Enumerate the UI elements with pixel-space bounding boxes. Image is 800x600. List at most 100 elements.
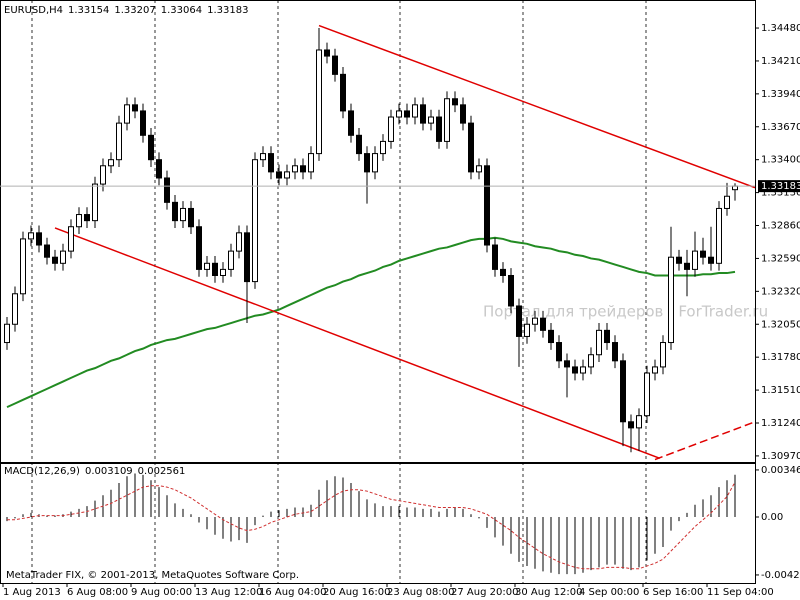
watermark: Портал для трейдеров - ForTrader.ru: [483, 303, 768, 321]
candle-body: [268, 153, 274, 173]
candle-body: [620, 360, 626, 423]
candle-body: [532, 317, 538, 325]
candle-body: [508, 274, 514, 307]
candle-body: [452, 98, 458, 106]
macd-pane: [6, 473, 736, 575]
y-tick-label: 1.32320: [761, 286, 800, 297]
x-tick-label: 1 Aug 2013: [3, 587, 61, 598]
candle-body: [220, 268, 226, 276]
x-tick-label: 4 Sep 00:00: [579, 587, 639, 598]
candle-body: [564, 360, 570, 368]
candle-body: [604, 329, 610, 344]
candle-body: [468, 122, 474, 173]
candle-body: [36, 232, 42, 246]
candle-body: [76, 214, 82, 228]
x-tick-label: 13 Aug 12:00: [195, 587, 262, 598]
y-tick-label: 1.33670: [761, 122, 800, 133]
candle-body: [580, 366, 586, 374]
candle-body: [44, 244, 50, 258]
candle-body: [316, 49, 322, 155]
candle-body: [188, 207, 194, 228]
candle-body: [196, 226, 202, 270]
macd-value: 0.003109: [85, 466, 133, 477]
candle-body: [444, 98, 450, 142]
candle-body: [116, 122, 122, 161]
candle-body: [684, 262, 690, 270]
trendline: [654, 421, 755, 461]
candle-body: [700, 250, 706, 258]
candle-body: [588, 354, 594, 368]
x-tick-label: 9 Aug 00:00: [131, 587, 192, 598]
candle-body: [300, 165, 306, 173]
y-tick-label: 0.00: [761, 512, 783, 523]
candle-body: [660, 342, 666, 368]
candle-body: [492, 244, 498, 270]
x-tick-label: 30 Aug 12:00: [515, 587, 582, 598]
macd-name: MACD(12,26,9): [4, 466, 80, 477]
y-tick-label: 1.31780: [761, 352, 800, 363]
candle-body: [628, 421, 634, 429]
candle-body: [420, 104, 426, 124]
candle-body: [460, 104, 466, 124]
header-low: 1.33064: [161, 5, 202, 16]
candle-body: [364, 153, 370, 173]
candle-body: [732, 185, 738, 191]
macd-frame: [0, 463, 756, 584]
candle-body: [28, 232, 34, 240]
candle-body: [308, 153, 314, 173]
candle-body: [20, 238, 26, 295]
chart-header: EURUSD,H4 1.33154 1.33207 1.33064 1.33183: [4, 5, 248, 16]
candle-body: [500, 268, 506, 276]
candle-body: [356, 134, 362, 155]
candle-body: [524, 323, 530, 337]
candle-body: [284, 171, 290, 179]
candle-body: [404, 110, 410, 118]
candle-body: [60, 250, 66, 264]
y-tick-label: -0.004258: [761, 570, 800, 581]
candle-body: [652, 366, 658, 374]
current-price-label: 1.33183: [761, 181, 800, 192]
candle-body: [236, 232, 242, 252]
y-tick-label: 1.34480: [761, 23, 800, 34]
candle-body: [516, 305, 522, 337]
y-tick-label: 1.31240: [761, 418, 800, 429]
candle-body: [372, 153, 378, 173]
x-tick-label: 20 Aug 16:00: [323, 587, 390, 598]
candle-body: [172, 201, 178, 222]
trendline: [54, 227, 661, 460]
candle-body: [132, 104, 138, 112]
candle-body: [340, 73, 346, 112]
y-tick-label: 1.33130: [761, 188, 800, 199]
candle-body: [244, 232, 250, 283]
candle-body: [484, 165, 490, 246]
macd-signal-value: 0.002561: [138, 466, 186, 477]
candle-body: [396, 110, 402, 118]
current-price-box: [758, 180, 800, 193]
candle-body: [52, 256, 58, 264]
candle-body: [204, 262, 210, 270]
x-tick-label: 16 Aug 04:00: [259, 587, 326, 598]
main-frame: [0, 0, 756, 463]
y-tick-label: 1.32050: [761, 319, 800, 330]
x-tick-label: 27 Aug 20:00: [451, 587, 518, 598]
x-tick-label: 11 Sep 04:00: [707, 587, 774, 598]
candle-body: [108, 159, 114, 167]
candle-body: [380, 140, 386, 155]
candle-body: [676, 256, 682, 264]
candle-body: [276, 171, 282, 179]
candle-body: [124, 104, 130, 124]
candle-body: [148, 134, 154, 161]
candle-body: [140, 110, 146, 136]
header-close: 1.33183: [207, 5, 248, 16]
candle-body: [708, 256, 714, 264]
y-tick-label: 1.33940: [761, 89, 800, 100]
week-separators: [31, 0, 647, 583]
candle-body: [692, 250, 698, 270]
header-open: 1.33154: [68, 5, 109, 16]
trendline: [318, 24, 755, 189]
candle-body: [180, 207, 186, 222]
candle-body: [68, 226, 74, 252]
candle-body: [636, 415, 642, 429]
candle-body: [644, 372, 650, 417]
